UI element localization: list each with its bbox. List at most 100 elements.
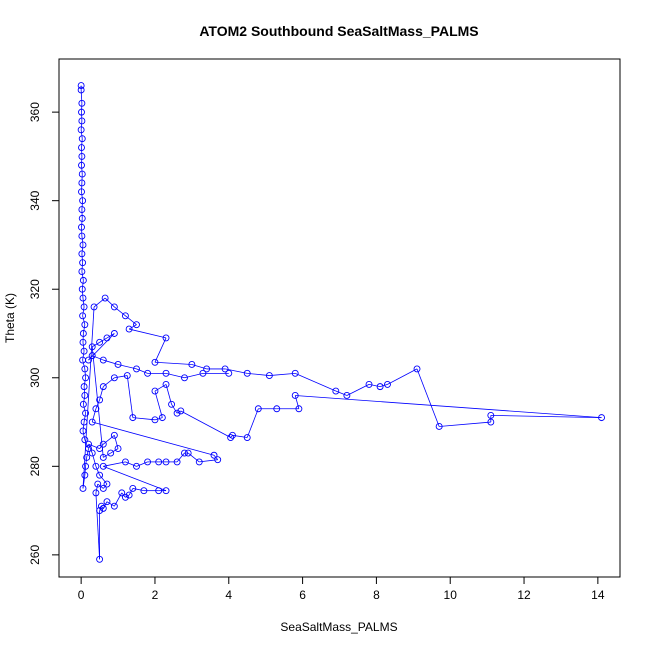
data-point [155, 487, 163, 495]
data-point [79, 294, 87, 302]
y-tick-label: 320 [28, 279, 42, 299]
data-point [487, 418, 495, 426]
series-segment [81, 138, 83, 148]
series-segment [154, 337, 167, 363]
series-segment [106, 501, 115, 507]
data-point [243, 434, 251, 441]
data-point [79, 485, 87, 492]
series-segment [103, 359, 119, 365]
series-segment [387, 368, 418, 385]
data-point [110, 303, 118, 311]
data-point [225, 369, 233, 377]
data-point [78, 214, 86, 222]
data-point [114, 445, 122, 453]
data-point [78, 170, 86, 178]
series-segment [82, 298, 85, 307]
data-point [162, 458, 170, 466]
data-point [384, 380, 391, 388]
data-point [151, 387, 159, 395]
series-segment [99, 386, 104, 401]
y-tick-label: 280 [28, 456, 42, 476]
series-segment [110, 448, 119, 454]
series-segment [176, 410, 182, 414]
y-tick-label: 360 [28, 102, 42, 122]
series-segment [82, 351, 85, 361]
data-point [291, 392, 299, 399]
data-point [177, 407, 185, 415]
series-segment [82, 359, 86, 370]
x-axis: 0 2 4 6 8 10 12 14 [78, 576, 605, 602]
data-point [107, 449, 115, 457]
data-point [435, 423, 443, 430]
data-point [184, 449, 192, 457]
series-segment [187, 452, 200, 463]
series-segment [95, 492, 100, 560]
data-point [96, 445, 104, 453]
data-point [125, 325, 133, 333]
series-segment [295, 372, 336, 392]
x-tick-label: 12 [517, 588, 531, 602]
series-segment [180, 410, 231, 438]
data-point [110, 330, 118, 337]
series-segment [83, 386, 86, 396]
series-segment [129, 328, 167, 339]
data-point [82, 462, 90, 470]
data-point [96, 338, 104, 346]
series-segment [93, 297, 106, 308]
series-segment [416, 368, 440, 427]
y-axis-label: Theta (K) [3, 293, 17, 343]
data-point [254, 405, 262, 413]
data-point [96, 507, 104, 515]
data-point [96, 396, 104, 404]
data-point [265, 372, 273, 380]
data-point [77, 86, 85, 94]
data-point [158, 414, 166, 422]
data-point [121, 312, 129, 320]
data-point [129, 485, 137, 492]
data-point [79, 330, 87, 337]
data-point [229, 431, 236, 439]
y-tick-label: 340 [28, 190, 42, 210]
series-segment [85, 457, 88, 467]
series-segment [81, 165, 83, 175]
data-point [203, 365, 211, 373]
series-segment [83, 377, 86, 387]
data-point [110, 502, 118, 510]
data-point [162, 487, 170, 495]
data-point [376, 383, 384, 391]
data-point [80, 347, 88, 355]
data-point [144, 369, 152, 377]
data-point [79, 427, 87, 435]
data-point [79, 241, 87, 249]
plot-frame [58, 58, 621, 578]
data-point [99, 356, 107, 364]
series-segment [81, 253, 84, 263]
series-segment [103, 452, 111, 458]
series-segment [103, 465, 167, 492]
data-point [332, 387, 340, 395]
data-point [188, 361, 196, 368]
series-segment [128, 324, 137, 330]
data-point [96, 471, 104, 479]
data-point [227, 434, 235, 441]
data-point [79, 197, 87, 205]
data-point [162, 369, 170, 377]
series-segment [84, 368, 86, 378]
series-segment [81, 280, 84, 290]
data-point [155, 458, 163, 466]
data-point [199, 369, 207, 377]
data-point [123, 372, 131, 380]
data-point [181, 374, 188, 382]
data-point [133, 321, 140, 329]
data-point [78, 232, 86, 240]
data-point [79, 400, 87, 408]
series-segment [80, 129, 83, 139]
series-segment [91, 452, 97, 467]
x-tick-label: 10 [444, 588, 458, 602]
data-point [78, 117, 86, 125]
series-segment [92, 355, 104, 361]
data-point [121, 493, 129, 501]
data-point [151, 358, 159, 366]
x-tick-label: 14 [591, 588, 605, 602]
